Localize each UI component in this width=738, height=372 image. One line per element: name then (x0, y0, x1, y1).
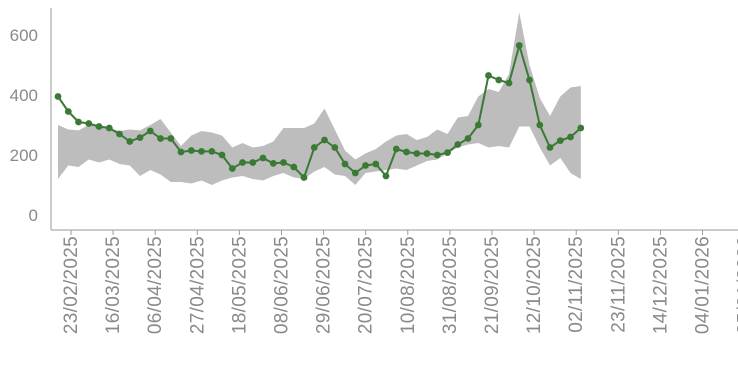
data-point (321, 136, 328, 144)
x-tick-label: 31/08/2025 (440, 236, 461, 334)
x-tick-label: 08/06/2025 (272, 236, 293, 334)
data-point (95, 123, 103, 130)
x-tick-label: 12/10/2025 (524, 236, 545, 334)
data-point (126, 138, 134, 145)
data-point (54, 93, 62, 100)
data-point (464, 135, 472, 142)
x-tick-label: 04/01/2026 (693, 236, 714, 334)
x-tick-label: 25/01/2026 (735, 236, 738, 334)
data-point (372, 160, 380, 168)
data-point (454, 141, 462, 148)
data-point (116, 130, 123, 138)
data-point (280, 159, 287, 166)
x-tick-label: 23/11/2025 (608, 236, 629, 333)
data-point (290, 163, 298, 171)
data-point (577, 124, 585, 132)
x-tick-label: 21/09/2025 (482, 236, 503, 334)
data-point (413, 150, 421, 157)
data-point (269, 160, 277, 167)
data-point (208, 148, 216, 155)
data-point (341, 160, 349, 168)
data-point (198, 148, 205, 155)
data-point (146, 127, 154, 135)
data-point (85, 120, 93, 127)
confidence-band (58, 12, 581, 185)
x-tick-label: 27/04/2025 (187, 236, 208, 334)
x-tick-label: 16/03/2025 (103, 236, 124, 334)
data-point (526, 76, 533, 84)
x-tick-label: 02/11/2025 (566, 236, 587, 333)
data-point (331, 144, 339, 151)
data-point (536, 121, 544, 129)
data-point (75, 118, 82, 126)
data-point (423, 150, 431, 157)
data-point (382, 172, 390, 180)
data-point (515, 42, 523, 49)
data-point (64, 108, 72, 115)
data-point (228, 165, 236, 172)
data-point (433, 151, 441, 159)
y-tick-label: 400 (10, 86, 38, 105)
data-point (300, 174, 308, 181)
data-point (474, 121, 482, 129)
data-point (392, 145, 400, 153)
series-line (57, 44, 582, 179)
data-point (167, 135, 175, 142)
data-point (546, 144, 554, 151)
data-point (444, 149, 451, 157)
data-point (187, 147, 195, 154)
data-point (495, 76, 503, 84)
data-point (567, 133, 574, 141)
x-tick-label: 14/12/2025 (650, 236, 671, 334)
x-tick-label: 06/04/2025 (145, 236, 166, 334)
y-tick-label: 600 (10, 26, 38, 45)
data-point (177, 148, 185, 156)
data-point (157, 135, 164, 142)
data-point (310, 144, 318, 151)
x-tick-label: 10/08/2025 (398, 236, 419, 334)
data-point (105, 124, 113, 132)
data-point (362, 162, 369, 169)
data-point (351, 169, 359, 177)
data-point (485, 72, 492, 79)
y-tick-label: 200 (10, 146, 38, 165)
data-point (239, 159, 246, 166)
data-point (136, 134, 144, 142)
data-point (249, 159, 257, 166)
data-point (556, 137, 564, 145)
x-tick-label: 29/06/2025 (314, 236, 335, 334)
data-point (505, 79, 513, 87)
y-tick-label: 0 (29, 206, 38, 225)
x-tick-label: 18/05/2025 (229, 236, 250, 334)
data-point (403, 148, 410, 156)
x-tick-label: 23/02/2025 (61, 236, 82, 334)
x-tick-label: 20/07/2025 (356, 236, 377, 334)
data-point (218, 151, 226, 159)
data-point (259, 154, 267, 162)
